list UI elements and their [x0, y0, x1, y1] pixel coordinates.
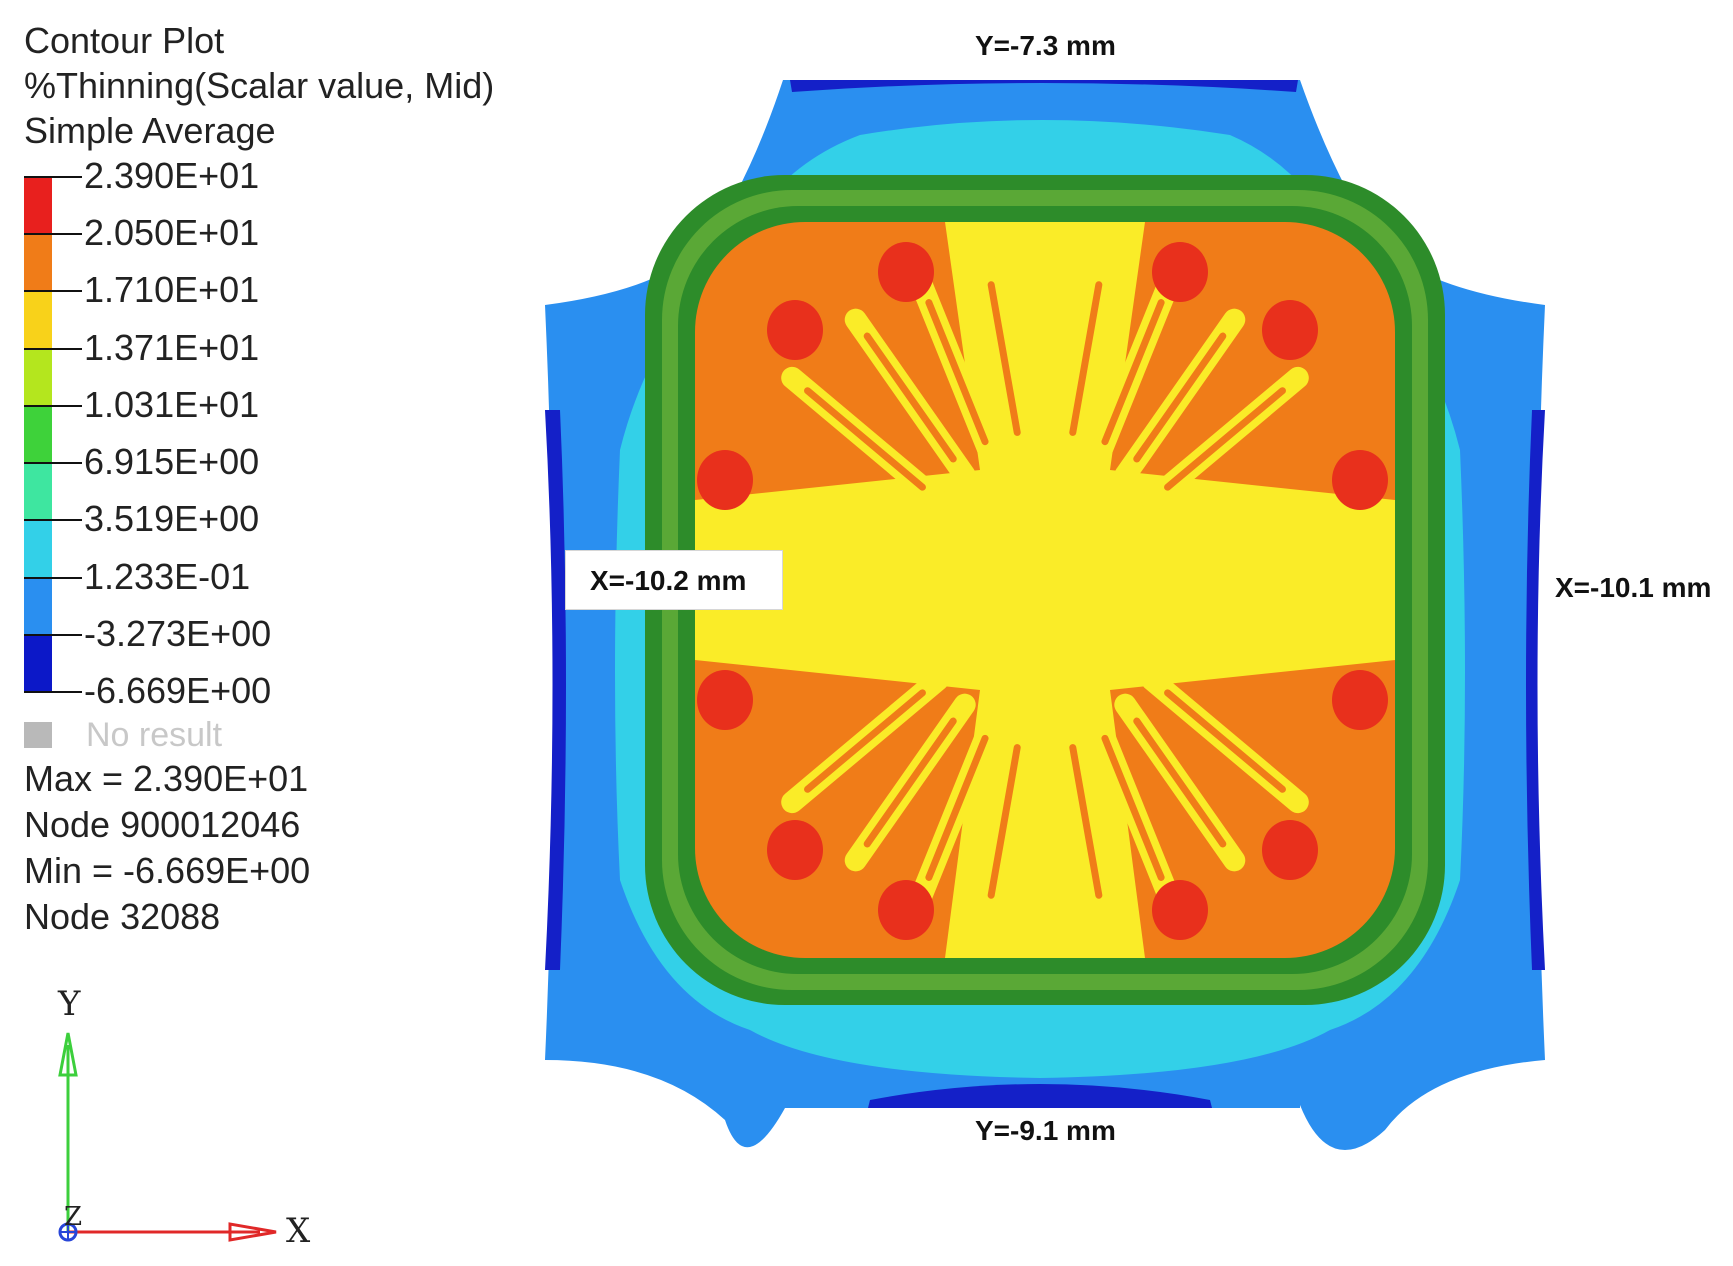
red-thinning-spot: [1332, 450, 1388, 510]
legend-title: Contour Plot: [24, 20, 225, 61]
legend-level-label: -3.273E+00: [84, 612, 272, 654]
legend-band-3: [24, 347, 52, 405]
legend-result-type: %Thinning(Scalar value, Mid): [24, 65, 495, 106]
legend-tick: [24, 347, 82, 350]
red-thinning-spot: [697, 670, 753, 730]
orange-finger-core: [1133, 717, 1227, 848]
contour-scale: 2.390E+01 2.050E+01 1.710E+01 1.371E+01 1.03…: [24, 158, 284, 709]
legend-level-label: 1.371E+01: [84, 326, 260, 368]
legend-band-7: [24, 576, 52, 634]
legend-tick: [24, 176, 82, 178]
blank-edge-right: [1526, 410, 1545, 970]
legend-tick: [24, 290, 82, 293]
dimension-right: X=-10.1 mm: [1555, 572, 1712, 603]
red-thinning-spot: [878, 242, 934, 302]
orange-finger-core: [1164, 387, 1286, 491]
red-thinning-spot: [767, 300, 823, 360]
no-result-label: No result: [86, 716, 223, 754]
yellow-finger-pattern: [781, 254, 1309, 926]
y-axis-arrow: [58, 1032, 78, 1077]
legend-band-2: [24, 290, 52, 348]
max-node: Node 900012046: [24, 804, 301, 845]
blank-edge-left: [545, 410, 566, 970]
legend-level-label: -6.669E+00: [84, 670, 272, 711]
orange-finger-core: [987, 281, 1021, 436]
red-thinning-spot: [878, 880, 934, 940]
red-thinning-spot: [767, 820, 823, 880]
legend-tick: [24, 633, 82, 636]
legend-band-5: [24, 462, 52, 520]
legend-level-label: 3.519E+00: [84, 498, 260, 540]
y-axis-label: Y: [57, 985, 81, 1024]
legend-tick: [24, 519, 82, 522]
red-thinning-spot: [1332, 670, 1388, 730]
dimension-bottom: Y=-9.1 mm: [975, 1115, 1116, 1146]
orange-finger-core: [1069, 281, 1103, 436]
orange-finger-core: [925, 734, 989, 881]
legend-level-label: 1.710E+01: [84, 269, 260, 311]
min-max-stats: Max = 2.390E+01 Node 900012046 Min = -6.…: [24, 756, 310, 940]
x-axis-label: X: [286, 1211, 311, 1251]
legend-tick: [24, 576, 82, 579]
legend-tick: [24, 462, 82, 465]
legend-level-label: 1.031E+01: [84, 383, 260, 425]
x-axis-arrow: [228, 1222, 277, 1242]
red-thinning-spot: [1262, 300, 1318, 360]
max-value: Max = 2.390E+01: [24, 758, 309, 799]
dimension-top: Y=-7.3 mm: [975, 30, 1116, 61]
legend-averaging: Simple Average: [24, 110, 276, 151]
legend-band-8: [24, 633, 52, 691]
orange-finger-core: [804, 689, 926, 793]
legend-tick: [24, 404, 82, 407]
red-thinning-spot: [1152, 242, 1208, 302]
orange-finger-core: [1133, 332, 1227, 463]
legend-level-label: 2.390E+01: [84, 155, 260, 196]
blank-edge-top: [790, 80, 1298, 92]
yellow-cross-region: [695, 222, 1395, 958]
orange-finger-core: [804, 387, 926, 491]
red-max-thinning-spots: [697, 242, 1388, 940]
orange-finger-core: [987, 744, 1021, 899]
dimension-left: X=-10.2 mm: [565, 550, 783, 610]
legend-tick: [24, 233, 82, 236]
orange-finger-core: [1101, 299, 1165, 446]
min-value: Min = -6.669E+00: [24, 850, 311, 891]
orange-finger-core: [925, 299, 989, 446]
legend-level-label: 6.915E+00: [84, 441, 260, 483]
contour-plot-viewport[interactable]: [500, 0, 1733, 1266]
legend-header: Contour Plot %Thinning(Scalar value, Mid…: [24, 18, 494, 153]
legend-band-4: [24, 404, 52, 463]
orange-finger-core: [1164, 689, 1286, 793]
orange-finger-core: [1101, 734, 1165, 881]
red-thinning-spot: [697, 450, 753, 510]
blank-edge-bottom: [868, 1084, 1212, 1108]
legend-level-label: 2.050E+01: [84, 212, 260, 254]
contour-color-bar: [24, 176, 52, 691]
no-result-swatch: [24, 722, 52, 748]
orange-finger-core: [863, 717, 957, 848]
axis-triad[interactable]: Y Z X: [30, 985, 330, 1255]
legend-band-6: [24, 519, 52, 577]
legend-level-label: 1.233E-01: [84, 555, 251, 597]
red-thinning-spot: [1152, 880, 1208, 940]
red-thinning-spot: [1262, 820, 1318, 880]
orange-finger-core: [863, 332, 957, 463]
no-result-legend: No result: [24, 716, 222, 755]
orange-finger-core: [1069, 744, 1103, 899]
min-node: Node 32088: [24, 896, 221, 937]
z-axis-label: Z: [64, 1202, 82, 1232]
legend-band-1: [24, 233, 52, 291]
legend-band-0: [24, 176, 52, 234]
legend-tick: [24, 691, 82, 693]
